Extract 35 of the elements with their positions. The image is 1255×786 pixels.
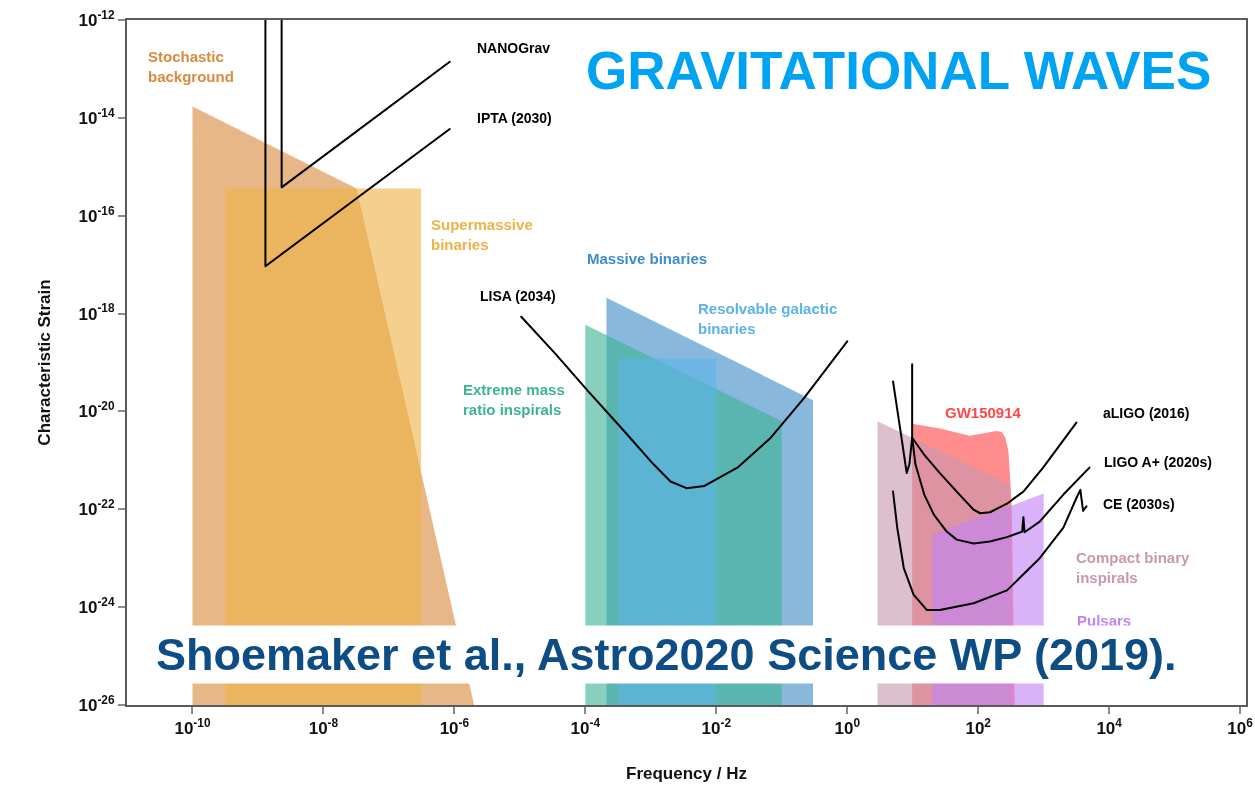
text: Pulsars [1077,612,1132,629]
x-tick-label: 10$^{-2}$ [701,716,732,739]
x-tick-label: 10$^{-6}$ [439,716,470,739]
y-tick-label: 10$^{-16}$ [78,203,115,226]
x-tick-label: 10$^{-10}$ [174,716,211,739]
x-tick-label: 10$^{6}$ [1227,716,1254,739]
y-tick-label: 10$^{-14}$ [78,105,115,128]
y-tick-label: 10$^{-22}$ [78,497,115,520]
x-tick-label: 10$^{0}$ [834,716,861,739]
x-axis-title: Frequency / Hz [626,764,747,784]
series-label: LIGO A+ (2020s) [1104,454,1213,470]
series-label: IPTA (2030) [477,110,552,126]
y-tick-label: 10$^{-24}$ [78,594,115,618]
y-tick-label: 10$^{-18}$ [78,301,115,324]
x-tick-label: 10$^{-4}$ [570,716,601,739]
y-tick-label: 10$^{-20}$ [78,399,115,422]
text: Compact binary inspirals [1076,549,1191,586]
series-label: CE (2030s) [1103,496,1175,512]
series-label: GW150914 [945,404,1022,421]
x-tick-label: 10$^{2}$ [965,716,992,739]
series-label: Extreme mass ratio inspirals [463,381,565,418]
series-label: Resolvable galactic binaries [698,300,838,337]
x-tick-label: 10$^{4}$ [1096,716,1123,739]
y-tick-label: 10$^{-12}$ [78,7,115,30]
series-label: NANOGrav [477,40,551,56]
text: Massive binaries [587,250,708,267]
series-label: aLIGO (2016) [1103,405,1190,421]
series-label: LISA (2034) [480,288,556,304]
y-axis-title: Characteristic Strain [34,279,54,446]
annotation: Shoemaker et al., Astro2020 Science WP (2019). [156,629,1177,680]
series-label: Supermassive binaries [431,216,533,253]
x-tick-label: 10$^{-8}$ [308,716,339,739]
text: Stochastic background [148,48,234,85]
y-tick-label: 10$^{-26}$ [78,692,115,715]
chart-title: GRAVITATIONAL WAVES [586,40,1212,100]
